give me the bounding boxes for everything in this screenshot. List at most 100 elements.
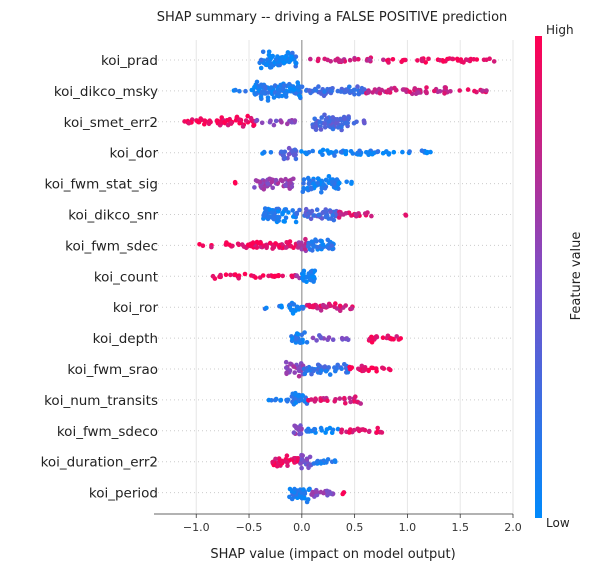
- shap-point: [351, 427, 357, 433]
- feature-label: koi_period: [89, 486, 158, 502]
- shap-point: [332, 458, 338, 463]
- shap-point: [356, 56, 361, 62]
- shap-point: [287, 305, 293, 311]
- shap-point: [375, 425, 381, 431]
- shap-point: [404, 89, 409, 95]
- shap-point: [325, 57, 330, 63]
- feature-label: koi_fwm_srao: [67, 362, 158, 378]
- dot-layer: [182, 49, 497, 505]
- shap-point: [271, 244, 277, 250]
- shap-point: [310, 335, 316, 341]
- shap-point: [318, 308, 324, 313]
- shap-point: [298, 340, 303, 346]
- shap-point: [284, 370, 289, 375]
- x-axis-label: SHAP value (impact on model output): [210, 547, 455, 562]
- shap-point: [318, 489, 324, 495]
- shap-point: [457, 88, 463, 93]
- shap-point: [291, 364, 297, 369]
- shap-point: [296, 398, 302, 404]
- shap-point: [322, 121, 327, 126]
- shap-point: [328, 209, 333, 215]
- shap-point: [284, 453, 290, 459]
- shap-point: [344, 179, 350, 185]
- shap-point: [268, 61, 274, 66]
- shap-point: [361, 119, 367, 125]
- shap-point: [330, 337, 336, 343]
- colorbar: [535, 36, 542, 518]
- shap-point: [322, 125, 328, 130]
- shap-point: [323, 177, 329, 183]
- shap-point: [200, 243, 206, 248]
- shap-point: [277, 87, 282, 92]
- shap-point: [261, 187, 267, 192]
- shap-point: [319, 115, 325, 120]
- shap-point: [341, 490, 346, 496]
- shap-point: [338, 149, 344, 155]
- shap-point: [300, 453, 306, 458]
- shap-point: [279, 149, 284, 155]
- shap-point: [315, 362, 321, 368]
- shap-point: [290, 311, 296, 316]
- shap-point: [245, 113, 250, 119]
- shap-point: [448, 89, 453, 94]
- shap-point: [424, 89, 429, 95]
- shap-point: [246, 242, 251, 248]
- shap-point: [253, 275, 258, 280]
- shap-point: [268, 55, 274, 61]
- shap-point: [359, 427, 364, 433]
- shap-point: [257, 179, 263, 185]
- shap-point: [248, 115, 254, 121]
- shap-point: [334, 177, 340, 182]
- shap-point: [328, 150, 334, 155]
- shap-point: [312, 116, 318, 122]
- shap-point: [332, 399, 338, 404]
- shap-point: [479, 88, 485, 93]
- shap-point: [265, 90, 271, 95]
- shap-point: [252, 185, 257, 190]
- shap-point: [325, 491, 331, 496]
- shap-point: [307, 277, 313, 283]
- shap-point: [276, 218, 282, 223]
- shap-point: [345, 370, 351, 375]
- shap-point: [400, 149, 405, 155]
- shap-point: [311, 461, 317, 466]
- shap-point: [348, 89, 354, 94]
- shap-point: [292, 486, 297, 492]
- shap-point: [484, 88, 489, 93]
- shap-point: [293, 219, 299, 225]
- shap-point: [349, 365, 355, 370]
- shap-point: [297, 242, 303, 247]
- shap-point: [301, 177, 307, 182]
- shap-point: [390, 57, 396, 62]
- shap-point: [343, 211, 349, 216]
- shap-point: [279, 458, 285, 464]
- shap-point: [332, 153, 337, 158]
- shap-point: [343, 149, 349, 154]
- shap-point: [412, 86, 418, 91]
- shap-point: [317, 119, 323, 124]
- shap-point: [339, 335, 345, 341]
- feature-labels: koi_prad koi_dikco_msky koi_smet_err2 koi_d…: [41, 53, 159, 502]
- shap-point: [260, 91, 266, 96]
- shap-point: [337, 211, 343, 217]
- shap-point: [398, 336, 404, 341]
- shap-point: [243, 118, 249, 123]
- shap-point: [323, 209, 329, 214]
- shap-point: [432, 88, 437, 94]
- shap-point: [277, 244, 282, 249]
- feature-label: koi_fwm_sdeco: [57, 424, 158, 440]
- shap-point: [311, 213, 316, 218]
- shap-point: [272, 397, 278, 403]
- shap-point: [333, 301, 338, 306]
- shap-point: [302, 371, 308, 377]
- shap-point: [380, 335, 386, 341]
- shap-point: [283, 183, 288, 188]
- shap-point: [314, 338, 319, 343]
- shap-point: [281, 60, 287, 65]
- shap-point: [326, 246, 332, 251]
- shap-point: [290, 208, 296, 213]
- shap-point: [365, 150, 371, 155]
- shap-point: [271, 95, 277, 100]
- shap-point: [339, 58, 345, 64]
- shap-point: [292, 423, 297, 429]
